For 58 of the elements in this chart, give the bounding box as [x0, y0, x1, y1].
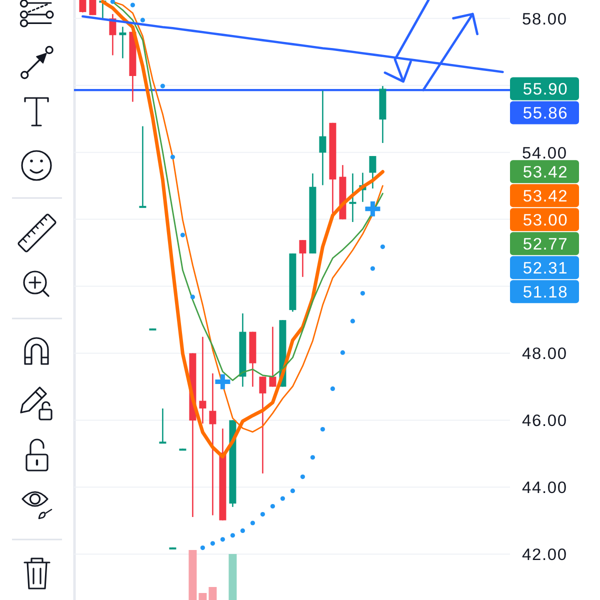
- point: [290, 488, 295, 494]
- candlestick: [319, 90, 326, 186]
- point: [180, 232, 185, 238]
- point: [210, 541, 215, 546]
- y-tick-label: 46.00: [522, 412, 568, 430]
- point: [160, 84, 165, 88]
- candlestick: [299, 239, 306, 278]
- point: [190, 294, 195, 300]
- y-tick-label: 48.00: [522, 345, 568, 364]
- point: [310, 455, 315, 460]
- point: [260, 512, 265, 517]
- text: 55.90: [522, 80, 568, 99]
- bar: [198, 593, 207, 600]
- line-series: [82, 15, 504, 74]
- candlestick: [89, 0, 96, 16]
- y-tick-label: 44.00: [522, 479, 568, 498]
- point: [280, 496, 285, 501]
- candlestick: [159, 408, 166, 444]
- candlestick: [369, 155, 376, 190]
- point: [230, 533, 235, 538]
- text: 52.31: [522, 260, 568, 278]
- candlestick: [269, 326, 276, 388]
- text: 51.18: [522, 284, 568, 302]
- bar: [228, 554, 237, 600]
- point: [110, 0, 115, 4]
- point: [170, 154, 175, 160]
- point: [140, 18, 145, 22]
- y-tick-label: 42.00: [522, 546, 568, 564]
- point: [250, 520, 255, 526]
- text: 53.42: [522, 164, 568, 182]
- point: [200, 545, 205, 550]
- point: [320, 426, 325, 432]
- y-tick-label: 58.00: [522, 10, 568, 28]
- point: [270, 504, 275, 509]
- text: 53.00: [522, 212, 568, 230]
- bar: [188, 550, 197, 600]
- point: [300, 474, 305, 480]
- point: [130, 2, 135, 8]
- candlestick: [119, 26, 126, 59]
- ref-line-label: 55.86: [522, 104, 568, 123]
- candlestick: [79, 0, 86, 14]
- y-tick-label: 54.00: [522, 144, 568, 162]
- point: [350, 318, 355, 324]
- point: [370, 266, 375, 271]
- point: [380, 244, 385, 250]
- candlestick: [209, 372, 216, 516]
- candlestick: [199, 336, 206, 424]
- candlestick: [349, 172, 356, 223]
- text: 52.77: [522, 236, 568, 254]
- point: [240, 528, 245, 533]
- point: [360, 291, 365, 296]
- point: [340, 350, 345, 355]
- text: 53.42: [522, 188, 568, 206]
- candlestick: [259, 376, 266, 474]
- candlestick: [139, 126, 146, 208]
- bar: [208, 587, 217, 600]
- point: [330, 386, 335, 392]
- point: [220, 537, 225, 542]
